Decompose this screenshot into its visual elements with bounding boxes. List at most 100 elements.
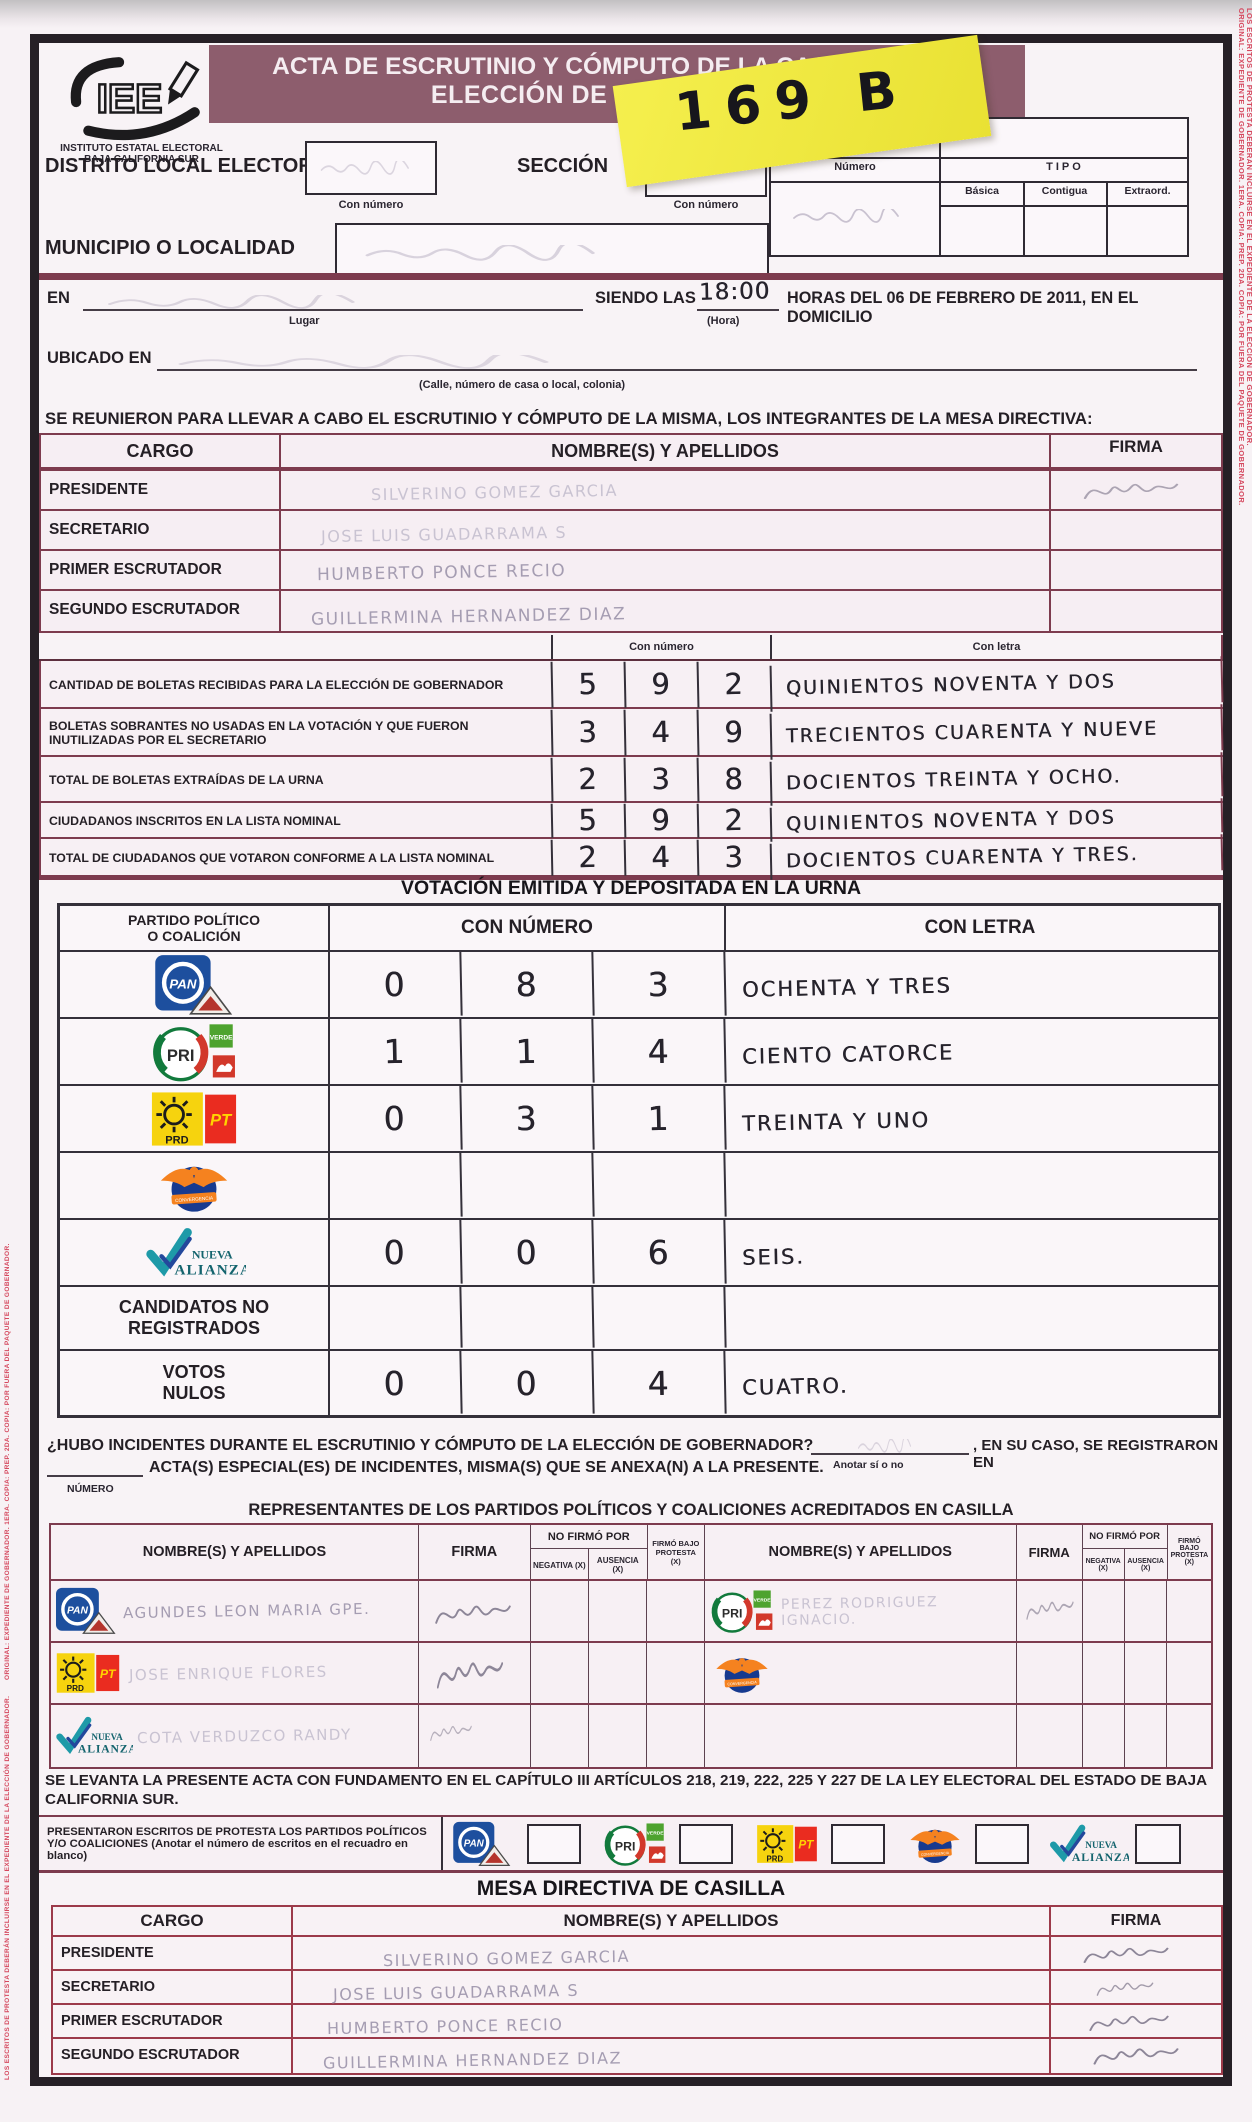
rep-pri-signature <box>1025 1591 1075 1627</box>
rep-na-name-handwriting: Cota Verduzco Randy <box>136 1725 352 1748</box>
reps-header-firma-right: FIRMA <box>1017 1525 1083 1579</box>
reps-header-nombre-right: NOMBRE(S) Y APELLIDOS <box>705 1525 1017 1579</box>
mesa-directiva-title: MESA DIRECTIVA DE CASILLA <box>476 1877 786 1900</box>
nueva-alianza-logo-icon <box>1045 1823 1129 1865</box>
en-label: EN <box>47 289 70 307</box>
vote-digit: 0 <box>461 1218 595 1287</box>
rep-prd-pt-name-handwriting: Jose Enrique Flores <box>128 1662 328 1685</box>
digit-cell: 9 <box>696 708 771 756</box>
distrito-con-numero-caption: Con número <box>338 199 404 211</box>
vote-letra-handwriting: SEIS. <box>741 1244 806 1270</box>
cargo-label: SEGUNDO ESCRUTADOR <box>41 591 281 631</box>
protest-count-box-nueva-alianza <box>1135 1823 1181 1864</box>
segundo-escrutador-name-handwriting: Guillermina Hernandez Diaz <box>310 604 627 630</box>
distrito-handwriting-scribble <box>319 161 419 175</box>
reunion-text: SE REUNIERON PARA LLEVAR A CABO EL ESCRU… <box>45 409 1093 428</box>
digit-cell: 2 <box>550 756 625 802</box>
digit-cell: 2 <box>550 838 625 876</box>
vote-letra-handwriting: OCHENTA Y TRES <box>741 972 952 1002</box>
legal-text: SE LEVANTA LA PRESENTE ACTA CON FUNDAMEN… <box>45 1772 1207 1808</box>
secretario-name-handwriting: Jose Luis Guadarrama S <box>320 522 568 547</box>
municipio-handwriting-scribble <box>361 245 621 261</box>
vote-digit: 4 <box>593 1017 727 1086</box>
municipio-box <box>335 223 769 279</box>
incidents-answer-scribble <box>857 1439 917 1453</box>
ballot-row-label: TOTAL DE BOLETAS EXTRAÍDAS DE LA URNA <box>39 757 551 801</box>
digit-cell: 5 <box>550 802 625 838</box>
incidents-suffix: , EN SU CASO, SE REGISTRARON EN <box>973 1437 1219 1471</box>
ballot-row-label: TOTAL DE CIUDADANOS QUE VOTARON CONFORME… <box>39 839 551 875</box>
vote-digit <box>593 1151 727 1220</box>
casilla-tipo-contigua: Contigua <box>1041 185 1088 197</box>
rep-na-signature <box>429 1717 473 1747</box>
margin-note-right-copy: ORIGINAL: EXPEDIENTE DE GOBERNADOR. 1ERA… <box>1237 8 1246 506</box>
ballots-row-sobrantes: BOLETAS SOBRANTES NO USADAS EN LA VOTACI… <box>39 704 1224 760</box>
incidents-line2: ACTA(S) ESPECIAL(ES) DE INCIDENTES, MISM… <box>149 1459 824 1476</box>
calle-caption: (Calle, número de casa o local, colonia) <box>419 379 626 391</box>
digit-cell: 2 <box>696 660 771 708</box>
incidents-number-line <box>47 1457 143 1477</box>
letra-handwriting: TRECIENTOS CUARENTA Y NUEVE <box>769 704 1224 760</box>
digit-cell: 8 <box>696 756 771 802</box>
mesa2-row-segundo-escrutador: SEGUNDO ESCRUTADOR Guillermina Hernandez… <box>53 2039 1221 2073</box>
hora-line <box>697 289 779 311</box>
cargo-label: SEGUNDO ESCRUTADOR <box>53 2039 293 2073</box>
digit-cell: 9 <box>623 802 698 838</box>
casilla-tipo-basica: Básica <box>965 185 999 197</box>
lugar-caption: Lugar <box>289 315 320 327</box>
cargo-label: PRESIDENTE <box>53 1937 293 1969</box>
ballot-counts-table: Con número Con letra CANTIDAD DE BOLETAS… <box>39 635 1224 880</box>
hora-value-handwriting: 18:00 <box>698 278 771 306</box>
protest-count-box-prd-pt <box>831 1823 885 1864</box>
incidents-question: ¿HUBO INCIDENTES DURANTE EL ESCRUTINIO Y… <box>47 1437 814 1454</box>
digit-cell: 2 <box>696 802 771 838</box>
convergencia-logo-icon <box>907 1821 963 1867</box>
municipio-label: MUNICIPIO O LOCALIDAD <box>45 237 295 259</box>
vote-digit: 1 <box>461 1017 595 1086</box>
vote-letra-handwriting: TREINTA Y UNO <box>741 1107 931 1136</box>
primer-escrutador-name-handwriting: Humberto Ponce Recio <box>316 560 567 586</box>
votes-row-pri-pvem: 1 1 4 CIENTO CATORCE <box>60 1017 1218 1086</box>
ballot-row-label: CIUDADANOS INSCRITOS EN LA LISTA NOMINAL <box>39 803 551 837</box>
vote-digit: 0 <box>329 1084 463 1153</box>
presidente-name-handwriting: Silverino Gomez Garcia <box>370 480 619 505</box>
fecha-text: HORAS DEL 06 DE FEBRERO DE 2011, EN EL D… <box>787 289 1139 326</box>
votes-row-convergencia <box>60 1151 1218 1220</box>
vote-digit: 3 <box>461 1084 595 1153</box>
votes-header-party-line2: O COALICIÓN <box>147 928 241 944</box>
ballots-row-lista-nominal: CIUDADANOS INSCRITOS EN LA LISTA NOMINAL… <box>39 798 1224 842</box>
vote-letra-handwriting: CUATRO. <box>741 1373 849 1400</box>
officials-row-segundo-escrutador: SEGUNDO ESCRUTADOR Guillermina Hernandez… <box>41 591 1221 631</box>
hora-caption: (Hora) <box>707 315 740 327</box>
institute-line1: INSTITUTO ESTATAL ELECTORAL <box>60 143 223 154</box>
domicilio-line <box>157 349 1197 371</box>
reps-header-negativa-right: NEGATIVA (X) <box>1083 1549 1125 1581</box>
mesa2-presidente-signature <box>1081 1939 1171 1969</box>
casilla-numero-handwriting-scribble <box>791 209 911 223</box>
convergencia-logo-icon <box>713 1649 771 1697</box>
protest-count-box-pan <box>527 1823 581 1864</box>
letra-handwriting: DOCIENTOS TREINTA Y OCHO. <box>769 752 1224 806</box>
reps-row-nueva-alianza: Cota Verduzco Randy <box>51 1705 1211 1767</box>
vote-digit: 1 <box>329 1017 463 1086</box>
ballot-row-label: BOLETAS SOBRANTES NO USADAS EN LA VOTACI… <box>39 709 551 755</box>
officials-header-cargo: CARGO <box>41 435 281 467</box>
distrito-box <box>305 141 437 195</box>
vote-digit: 0 <box>461 1349 595 1417</box>
letra-handwriting: DOCIENTOS CUARENTA Y TRES. <box>769 834 1224 880</box>
votos-nulos-label: VOTOS NULOS <box>60 1351 330 1415</box>
digit-cell: 3 <box>550 708 625 756</box>
mesa2-segundo-escrutador-signature <box>1091 2039 1181 2071</box>
digit-cell: 9 <box>623 660 698 708</box>
margin-note-right-protest: LOS ESCRITOS DE PROTESTA DEBERÁN INCLUIR… <box>1245 8 1252 447</box>
incidents-answer-line <box>811 1435 969 1455</box>
reps-header-ausencia-right: AUSENCIA (X) <box>1127 1558 1164 1572</box>
ballots-row-extraidas: TOTAL DE BOLETAS EXTRAÍDAS DE LA URNA 2 … <box>39 752 1224 806</box>
seccion-label: SECCIÓN <box>517 155 609 177</box>
mesa2-secretario-name-handwriting: Jose Luis Guadarrama S <box>332 1980 580 2005</box>
cargo-label: PRESIDENTE <box>41 471 281 509</box>
votes-header-con-numero: CON NÚMERO <box>330 906 726 950</box>
votes-header-con-letra: CON LETRA <box>924 917 1036 938</box>
digit-cell: 3 <box>623 756 698 802</box>
protest-count-box-pri <box>679 1823 733 1864</box>
